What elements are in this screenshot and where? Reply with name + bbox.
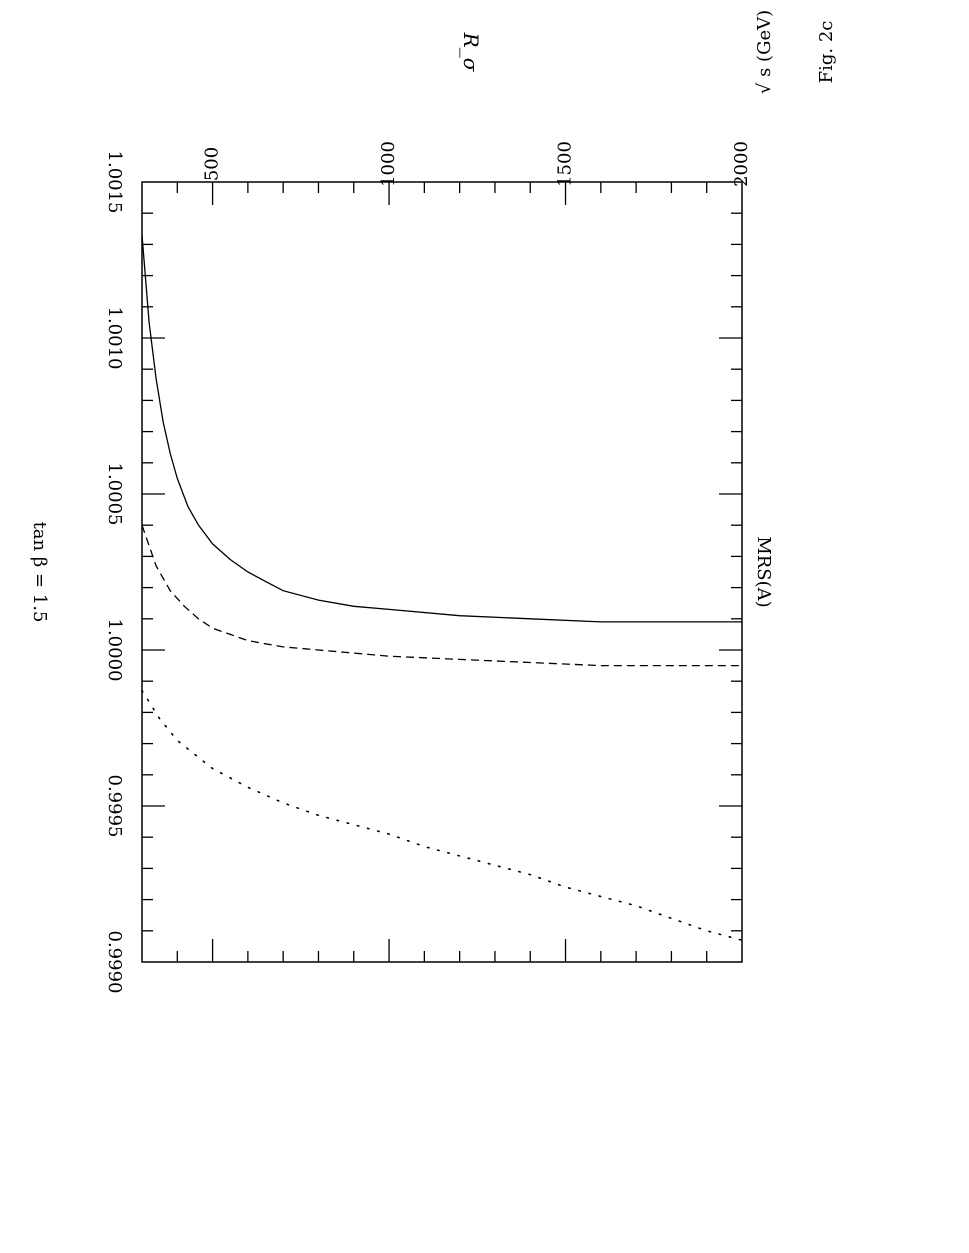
series-line-dotted [141, 689, 743, 942]
axis-ticks [142, 182, 742, 962]
y-tick-label: 1.0005 [104, 463, 125, 526]
y-tick-label: 0.9990 [104, 931, 125, 994]
y-tick-label: 1.0010 [104, 307, 125, 370]
figure-caption: Fig. 2c [816, 21, 837, 84]
x-tick-label: 1000 [378, 141, 399, 187]
series-group [141, 234, 743, 942]
x-tick-label: 500 [202, 147, 223, 181]
y-tick-label: 1.0000 [104, 619, 125, 682]
x-axis-label: √ s (GeV) [754, 10, 775, 94]
y-tick-label: 0.9995 [104, 775, 125, 838]
y-tick-label: 1.0015 [104, 151, 125, 214]
series-line-dashed [141, 524, 742, 667]
chart-title: MRS(A) [753, 536, 774, 607]
x-tick-label: 1500 [555, 141, 576, 187]
y-axis-label: R_σ [459, 32, 483, 73]
chart-annotation: tan β = 1.5 [29, 522, 50, 623]
tick-labels: 500 1000 1500 2000 0.9990 0.9995 1.0000 1.0005 1… [104, 141, 752, 993]
rotated-plot-group: 500 1000 1500 2000 0.9990 0.9995 1.0000 1.0005 1… [29, 10, 837, 994]
plot-frame [141, 181, 743, 963]
series-line-solid [141, 234, 742, 623]
x-tick-label: 2000 [731, 141, 752, 187]
